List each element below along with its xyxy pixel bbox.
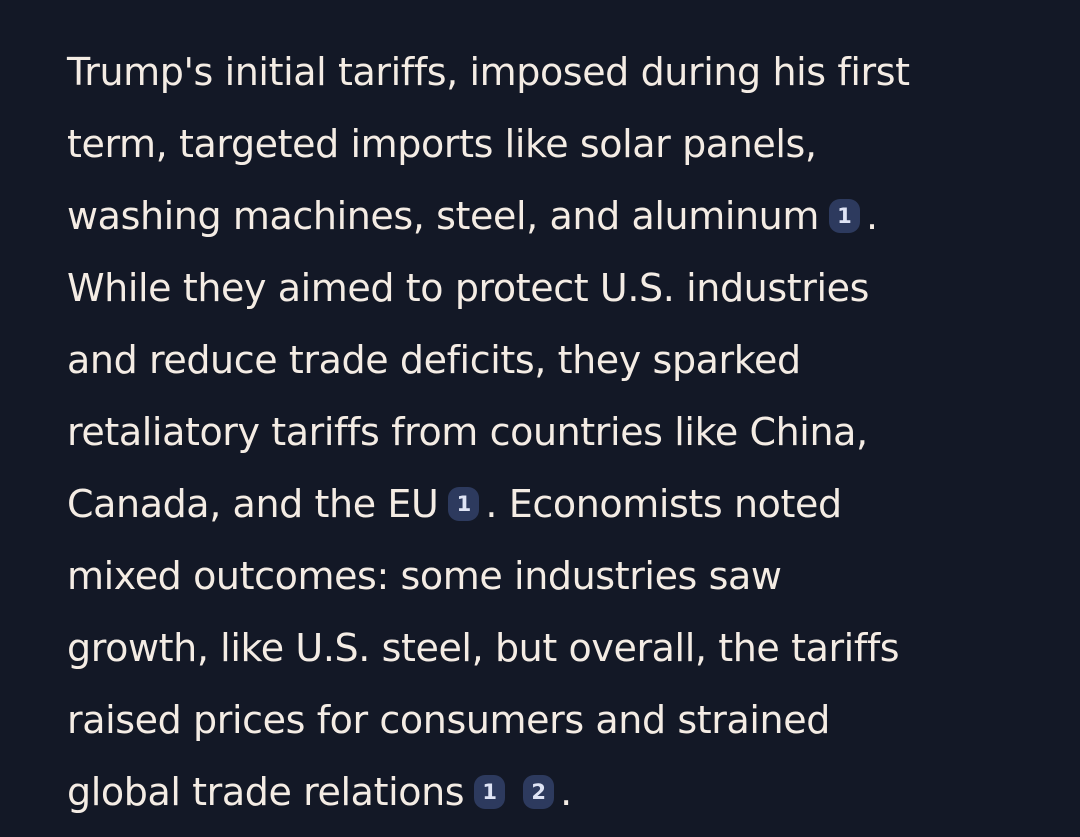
citation-badge[interactable]: 1 — [448, 487, 480, 521]
answer-line: mixed outcomes: some industries saw — [67, 540, 1057, 612]
citation-badge[interactable]: 1 — [828, 199, 860, 233]
answer-line: While they aimed to protect U.S. industr… — [67, 252, 1057, 324]
answer-line: retaliatory tariffs from countries like … — [67, 396, 1057, 468]
citation-badge[interactable]: 2 — [523, 775, 555, 809]
text-segment: retaliatory tariffs from countries like … — [67, 410, 868, 454]
text-segment: Trump's initial tariffs, imposed during … — [67, 50, 910, 94]
text-segment: term, targeted imports like solar panels… — [67, 122, 817, 166]
citation-badge[interactable]: 1 — [474, 775, 506, 809]
answer-line: growth, like U.S. steel, but overall, th… — [67, 612, 1057, 684]
text-segment: Canada, and the EU — [67, 482, 439, 526]
text-segment: raised prices for consumers and strained — [67, 698, 830, 742]
text-segment: . — [865, 194, 878, 238]
text-segment: . — [560, 770, 572, 814]
text-segment: While they aimed to protect U.S. industr… — [67, 266, 870, 310]
text-segment: and reduce trade deficits, they sparked — [67, 338, 801, 382]
text-segment: . Economists noted — [485, 482, 842, 526]
answer-line: raised prices for consumers and strained — [67, 684, 1057, 756]
text-segment: mixed outcomes: some industries saw — [67, 554, 782, 598]
answer-line: Trump's initial tariffs, imposed during … — [67, 36, 1057, 108]
text-segment: growth, like U.S. steel, but overall, th… — [67, 626, 900, 670]
answer-line: washing machines, steel, and aluminum 1. — [67, 180, 1057, 252]
text-segment: global trade relations — [67, 770, 465, 814]
answer-line: Canada, and the EU 1. Economists noted — [67, 468, 1057, 540]
text-segment: washing machines, steel, and aluminum — [67, 194, 819, 238]
answer-line: and reduce trade deficits, they sparked — [67, 324, 1057, 396]
answer-text: Trump's initial tariffs, imposed during … — [67, 36, 1057, 828]
answer-line: global trade relations 1 2. — [67, 756, 1057, 828]
answer-line: term, targeted imports like solar panels… — [67, 108, 1057, 180]
